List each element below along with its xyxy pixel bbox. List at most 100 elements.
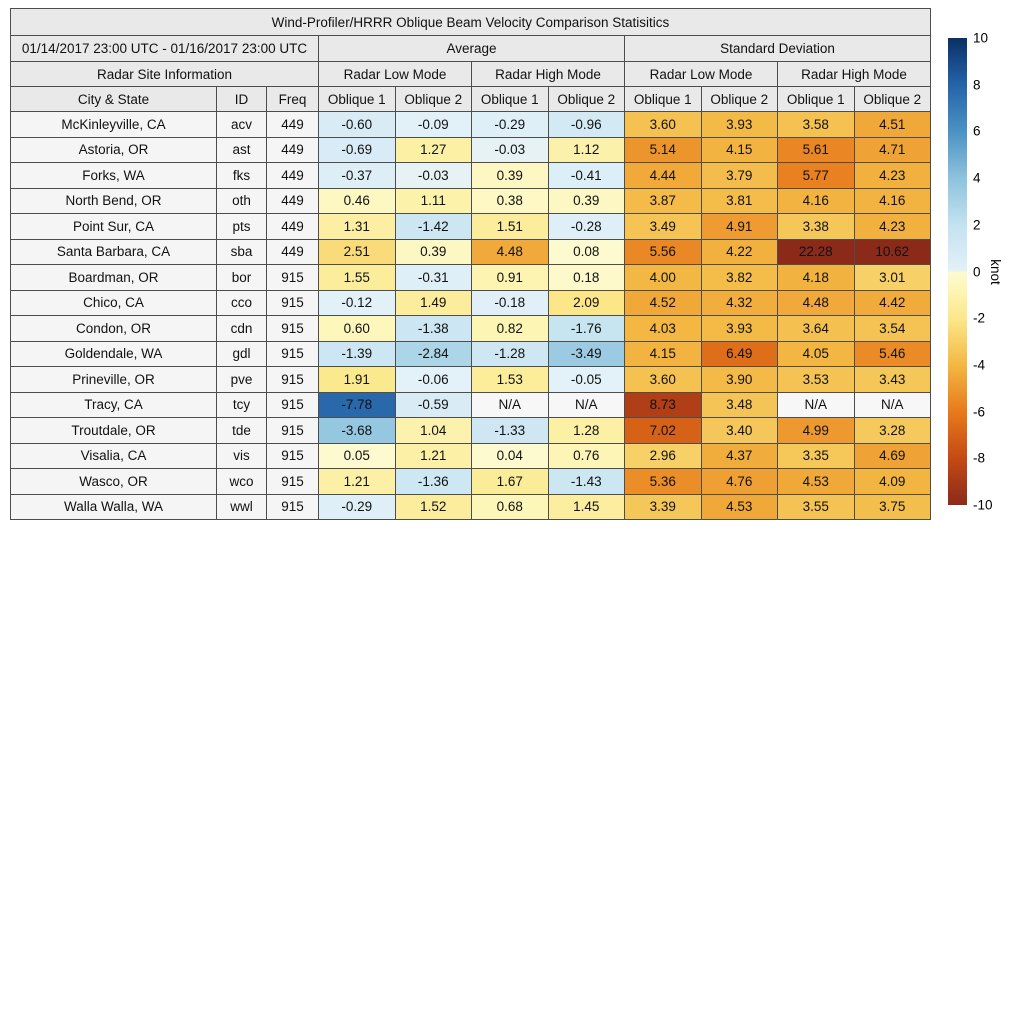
stat-cell: N/A [853, 391, 931, 418]
id-cell: vis [216, 442, 267, 469]
stat-cell: 4.69 [853, 442, 931, 469]
stat-cell: -1.36 [394, 468, 472, 495]
stat-cell: 4.37 [700, 442, 778, 469]
freq-cell: 915 [266, 289, 319, 316]
city-cell: Condon, OR [10, 315, 217, 342]
stat-cell: -0.60 [318, 111, 396, 138]
city-cell: Point Sur, CA [10, 213, 217, 240]
stat-cell: 0.91 [471, 264, 549, 291]
stat-cell: 4.99 [777, 417, 855, 444]
colorbar-tick-label: 10 [973, 30, 989, 46]
table-row: Visalia, CA vis 915 0.05 1.21 0.04 0.76 2.96 4.3… [10, 442, 931, 469]
stat-cell: -0.03 [471, 136, 549, 163]
table-row: Boardman, OR bor 915 1.55 -0.31 0.91 0.18 4.00 3… [10, 264, 931, 291]
stat-cell: 3.35 [777, 442, 855, 469]
stat-cell: 3.60 [624, 366, 702, 393]
id-cell: cco [216, 289, 267, 316]
mode-header-std-low: Radar Low Mode [624, 61, 778, 87]
stat-cell: 3.90 [700, 366, 778, 393]
stat-cell: 4.09 [853, 468, 931, 495]
stat-cell: 1.91 [318, 366, 396, 393]
stat-cell: 0.46 [318, 187, 396, 214]
stat-cell: 3.40 [700, 417, 778, 444]
stat-cell: -0.05 [547, 366, 625, 393]
stat-cell: 3.43 [853, 366, 931, 393]
stat-cell: 1.11 [394, 187, 472, 214]
city-cell: Chico, CA [10, 289, 217, 316]
stat-cell: 22.28 [777, 238, 855, 265]
table-row: Santa Barbara, CA sba 449 2.51 0.39 4.48 0.08 5… [10, 238, 931, 265]
stat-cell: 5.14 [624, 136, 702, 163]
mode-header-row: Radar Site Information Radar Low Mode Ra… [10, 61, 931, 87]
table-row: Wasco, OR wco 915 1.21 -1.36 1.67 -1.43 5.36 4.7… [10, 468, 931, 495]
stat-cell: 4.48 [471, 238, 549, 265]
stat-cell: -7.78 [318, 391, 396, 418]
stat-cell: 1.52 [394, 493, 472, 520]
stat-cell: 4.16 [777, 187, 855, 214]
stat-cell: 4.42 [853, 289, 931, 316]
stat-cell: N/A [547, 391, 625, 418]
stat-cell: -1.39 [318, 340, 396, 367]
col-header-id: ID [216, 86, 267, 112]
col-header-oblique: Oblique 2 [853, 86, 931, 112]
site-info-header: Radar Site Information [10, 61, 319, 87]
colorbar-tick-label: 0 [973, 263, 981, 279]
stat-cell: -0.41 [547, 162, 625, 189]
stat-cell: 7.02 [624, 417, 702, 444]
stat-cell: 4.22 [700, 238, 778, 265]
stat-cell: 3.39 [624, 493, 702, 520]
col-header-oblique: Oblique 1 [471, 86, 549, 112]
stat-cell: 5.61 [777, 136, 855, 163]
stat-cell: 8.73 [624, 391, 702, 418]
colorbar-gradient [948, 38, 967, 505]
stat-cell: 3.38 [777, 213, 855, 240]
stat-cell: 1.28 [547, 417, 625, 444]
city-cell: Wasco, OR [10, 468, 217, 495]
title-row: Wind-Profiler/HRRR Oblique Beam Velocity… [10, 8, 931, 36]
stat-cell: 3.28 [853, 417, 931, 444]
stat-cell: -0.28 [547, 213, 625, 240]
table-row: Prineville, OR pve 915 1.91 -0.06 1.53 -0.05 3.… [10, 366, 931, 393]
stat-cell: -0.09 [394, 111, 472, 138]
stat-cell: 3.55 [777, 493, 855, 520]
chart-title: Wind-Profiler/HRRR Oblique Beam Velocity… [10, 8, 931, 36]
col-header-city: City & State [10, 86, 217, 112]
stat-cell: 3.54 [853, 315, 931, 342]
stat-cell: -0.31 [394, 264, 472, 291]
col-header-oblique: Oblique 2 [547, 86, 625, 112]
city-cell: Santa Barbara, CA [10, 238, 217, 265]
stat-cell: -3.68 [318, 417, 396, 444]
city-cell: Walla Walla, WA [10, 493, 217, 520]
colorbar-tick-label: -10 [973, 497, 993, 513]
stat-cell: -0.12 [318, 289, 396, 316]
stat-cell: 4.71 [853, 136, 931, 163]
stat-cell: 1.04 [394, 417, 472, 444]
col-header-oblique: Oblique 1 [624, 86, 702, 112]
colorbar-tick-label: 6 [973, 123, 981, 139]
city-cell: Boardman, OR [10, 264, 217, 291]
stat-cell: 1.12 [547, 136, 625, 163]
col-header-oblique: Oblique 1 [318, 86, 396, 112]
stat-cell: -0.29 [471, 111, 549, 138]
table-row: Condon, OR cdn 915 0.60 -1.38 0.82 -1.76 4.03 3.… [10, 315, 931, 342]
stat-cell: 3.48 [700, 391, 778, 418]
col-header-oblique: Oblique 1 [777, 86, 855, 112]
stat-cell: -0.06 [394, 366, 472, 393]
stat-cell: 3.58 [777, 111, 855, 138]
stat-cell: 3.49 [624, 213, 702, 240]
stat-cell: 4.00 [624, 264, 702, 291]
stat-cell: 1.27 [394, 136, 472, 163]
stat-cell: -0.59 [394, 391, 472, 418]
id-cell: pve [216, 366, 267, 393]
freq-cell: 915 [266, 442, 319, 469]
stat-cell: 0.04 [471, 442, 549, 469]
colorbar-tick-label: -6 [973, 403, 986, 419]
stat-cell: -0.29 [318, 493, 396, 520]
freq-cell: 449 [266, 187, 319, 214]
colorbar-tick-label: 4 [973, 170, 981, 186]
stat-cell: 5.56 [624, 238, 702, 265]
stat-cell: -2.84 [394, 340, 472, 367]
stat-cell: 0.38 [471, 187, 549, 214]
freq-cell: 449 [266, 238, 319, 265]
